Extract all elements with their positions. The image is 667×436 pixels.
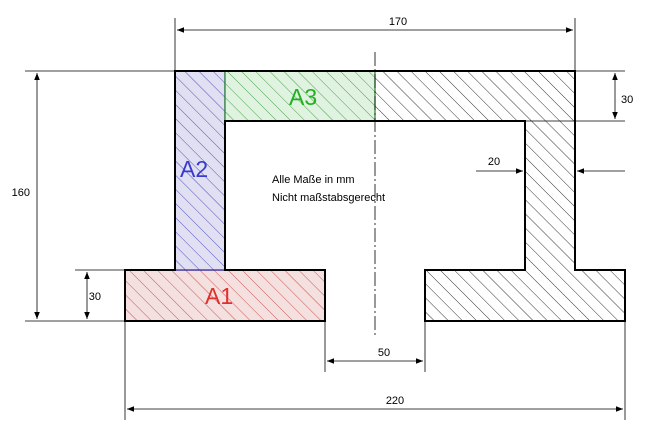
area-a3-label: A3: [289, 84, 317, 110]
dimension-160-label: 160: [12, 187, 30, 199]
area-a2-label: A2: [180, 156, 208, 182]
dimension-20-label: 20: [488, 156, 500, 168]
note-scale: Nicht maßstabsgerecht: [272, 192, 385, 204]
dimension-160: 160: [12, 70, 175, 322]
dimension-30-top: 30: [525, 70, 633, 122]
dimension-50: 50: [324, 321, 426, 372]
dimension-170: 170: [174, 16, 576, 71]
note-units: Alle Maße in mm: [272, 174, 355, 186]
dimension-220-label: 220: [386, 395, 404, 407]
dimension-30-top-label: 30: [621, 94, 633, 106]
dimension-30-bottom: 30: [75, 269, 125, 319]
dimension-50-label: 50: [378, 347, 390, 359]
dimension-30-bottom-label: 30: [89, 291, 101, 303]
dimension-220: 220: [124, 321, 626, 420]
dimension-170-label: 170: [389, 16, 407, 28]
area-a1-label: A1: [205, 283, 233, 309]
dimension-20: 20: [476, 156, 625, 174]
